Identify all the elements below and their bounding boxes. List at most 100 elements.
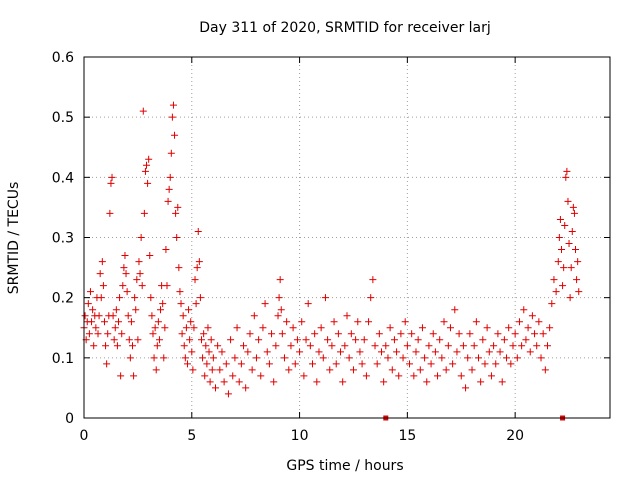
data-point xyxy=(104,330,112,338)
x-tick-label: 15 xyxy=(398,428,416,444)
data-point xyxy=(200,330,208,338)
data-point xyxy=(252,354,260,362)
data-point xyxy=(171,131,179,139)
data-point xyxy=(557,246,565,254)
data-point xyxy=(176,288,184,296)
data-point xyxy=(559,282,567,290)
data-point xyxy=(446,324,454,332)
data-point xyxy=(224,390,232,398)
data-point xyxy=(150,354,158,362)
data-point xyxy=(125,336,133,344)
data-point xyxy=(573,276,581,284)
data-point xyxy=(96,270,104,278)
data-point xyxy=(399,354,407,362)
data-point xyxy=(464,354,472,362)
data-point xyxy=(112,306,120,314)
data-point xyxy=(97,294,105,302)
data-point xyxy=(166,173,174,181)
data-point xyxy=(395,372,403,380)
data-point xyxy=(257,372,265,380)
data-point xyxy=(204,324,212,332)
data-point xyxy=(131,294,139,302)
data-point xyxy=(334,330,342,338)
data-point xyxy=(152,366,160,374)
data-point xyxy=(248,366,256,374)
data-point xyxy=(109,312,117,320)
data-point xyxy=(393,348,401,356)
data-point xyxy=(410,372,418,380)
data-point xyxy=(459,342,467,350)
data-point xyxy=(462,384,470,392)
data-point xyxy=(528,312,536,320)
data-point xyxy=(483,324,491,332)
data-point xyxy=(99,282,107,290)
data-point xyxy=(84,300,92,308)
data-point xyxy=(365,318,373,326)
data-point xyxy=(280,354,288,362)
chart-title: Day 311 of 2020, SRMTID for receiver lar… xyxy=(199,20,491,36)
data-point xyxy=(485,348,493,356)
data-point xyxy=(317,324,325,332)
data-point xyxy=(449,360,457,368)
data-point xyxy=(120,264,128,272)
data-point xyxy=(565,240,573,248)
data-point xyxy=(567,264,575,272)
data-point xyxy=(88,318,96,326)
data-point xyxy=(118,330,126,338)
data-point xyxy=(81,312,89,320)
data-point xyxy=(250,312,258,320)
data-point xyxy=(425,342,433,350)
data-point xyxy=(352,336,360,344)
plot-frame xyxy=(83,56,611,419)
data-point xyxy=(216,366,224,374)
data-point xyxy=(174,203,182,211)
data-point xyxy=(354,318,362,326)
data-point xyxy=(546,324,554,332)
data-point xyxy=(515,318,523,326)
data-point xyxy=(119,282,127,290)
data-point xyxy=(100,318,108,326)
data-point xyxy=(418,324,426,332)
data-point xyxy=(560,264,568,272)
data-point xyxy=(189,366,197,374)
data-point xyxy=(496,348,504,356)
x-tick-label: 10 xyxy=(291,428,309,444)
data-point xyxy=(477,378,485,386)
data-point xyxy=(95,312,103,320)
data-point xyxy=(298,318,306,326)
data-point xyxy=(302,336,310,344)
data-point xyxy=(412,348,420,356)
data-point xyxy=(113,342,121,350)
data-point xyxy=(434,372,442,380)
data-point xyxy=(89,306,97,314)
data-point xyxy=(431,348,439,356)
data-point xyxy=(554,258,562,266)
data-point xyxy=(268,330,276,338)
data-point xyxy=(141,167,149,175)
data-point xyxy=(127,318,135,326)
data-point xyxy=(169,101,177,109)
data-point xyxy=(498,378,506,386)
data-point xyxy=(192,300,200,308)
data-point xyxy=(306,342,314,350)
axis-ticks: 0 0.1 0.2 0.3 0.4 0.5 0.6 0 5 10 15 20 xyxy=(52,50,610,444)
data-point xyxy=(209,354,217,362)
data-point xyxy=(240,342,248,350)
data-point xyxy=(475,354,482,362)
data-point xyxy=(503,354,511,362)
data-point xyxy=(85,330,93,338)
data-point xyxy=(563,167,571,175)
data-point xyxy=(541,366,549,374)
data-point xyxy=(444,342,452,350)
data-point xyxy=(513,354,521,362)
data-point xyxy=(287,342,295,350)
data-point xyxy=(369,276,377,284)
data-point xyxy=(116,294,124,302)
data-point xyxy=(509,342,517,350)
data-point xyxy=(345,354,353,362)
data-point xyxy=(455,330,463,338)
data-point xyxy=(185,306,193,314)
data-point xyxy=(349,366,357,374)
data-point xyxy=(533,342,541,350)
data-point xyxy=(218,348,226,356)
